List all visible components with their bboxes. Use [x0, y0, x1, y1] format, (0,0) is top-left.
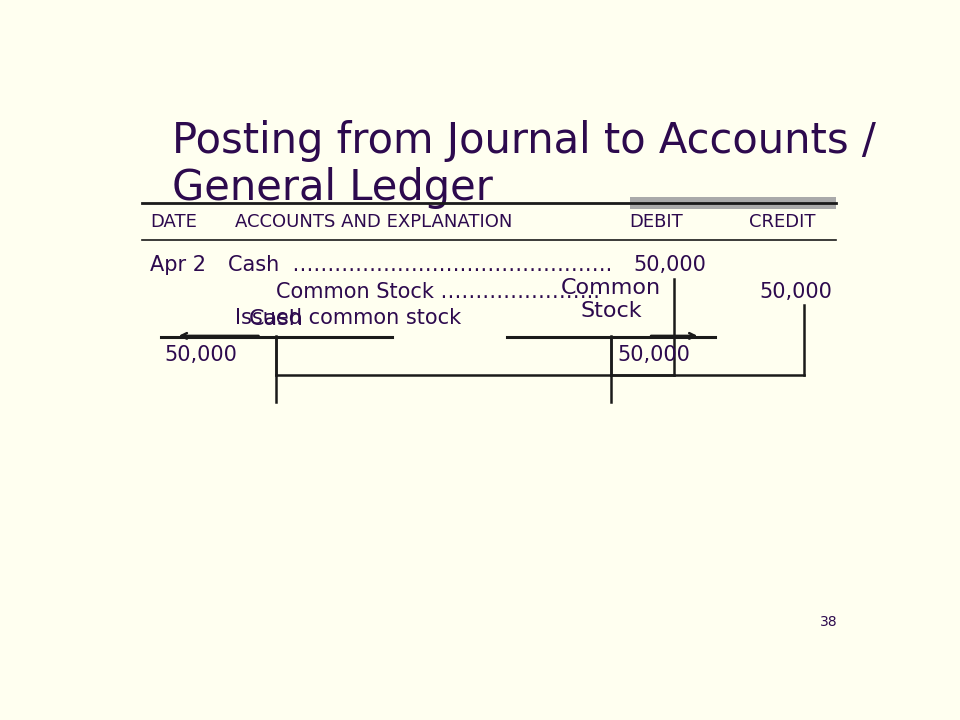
- Text: General Ledger: General Ledger: [172, 167, 492, 209]
- Text: Apr 2: Apr 2: [150, 255, 205, 275]
- Text: DEBIT: DEBIT: [630, 213, 684, 231]
- Text: Issued common stock: Issued common stock: [235, 308, 462, 328]
- Text: Common Stock …………………..: Common Stock …………………..: [276, 282, 600, 302]
- Text: ACCOUNTS AND EXPLANATION: ACCOUNTS AND EXPLANATION: [235, 213, 513, 231]
- Text: 50,000: 50,000: [165, 346, 237, 365]
- Text: 50,000: 50,000: [617, 346, 690, 365]
- Text: Common
Stock: Common Stock: [561, 278, 661, 321]
- Text: 50,000: 50,000: [760, 282, 832, 302]
- Text: Cash  ……………………………………….: Cash ……………………………………….: [228, 255, 612, 275]
- Text: Posting from Journal to Accounts /: Posting from Journal to Accounts /: [172, 120, 876, 162]
- Text: 38: 38: [821, 615, 838, 629]
- Text: Cash: Cash: [249, 310, 303, 329]
- Bar: [630, 197, 836, 210]
- Text: CREDIT: CREDIT: [749, 213, 815, 231]
- Text: DATE: DATE: [150, 213, 197, 231]
- Text: 50,000: 50,000: [634, 255, 707, 275]
